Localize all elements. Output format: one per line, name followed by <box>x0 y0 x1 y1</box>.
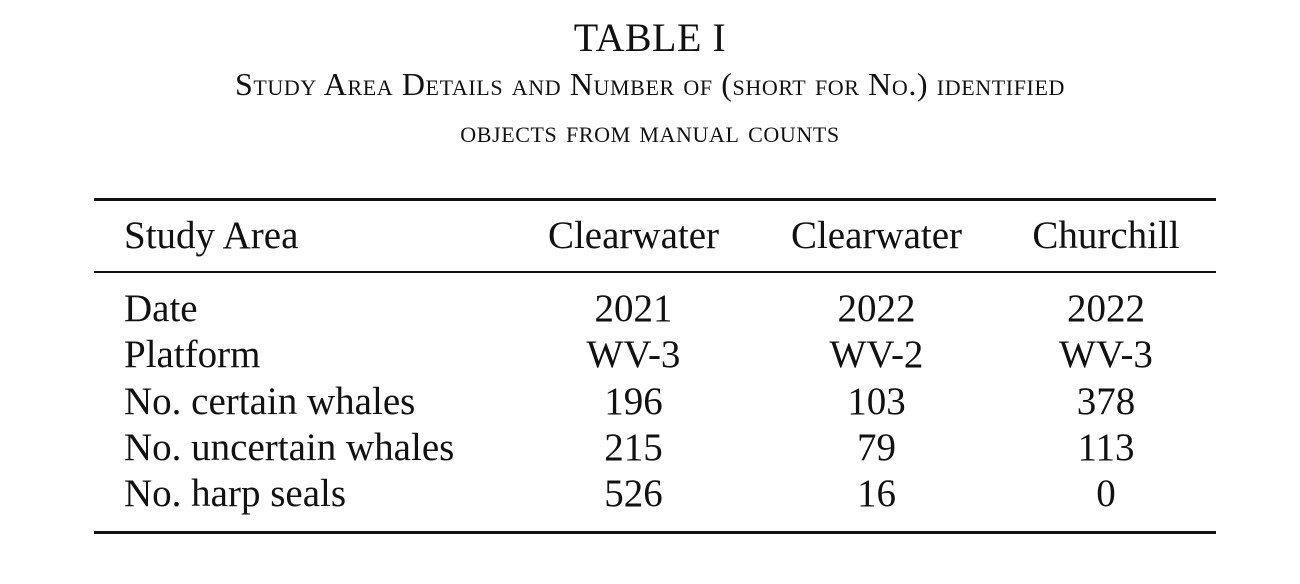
row-label-uncertain-whales: No. uncertain whales <box>124 426 455 469</box>
header-cell-study-area: Study Area <box>124 214 299 257</box>
table-bottom-rule <box>94 531 1216 534</box>
table-cell: 196 <box>604 380 663 423</box>
row-label-date: Date <box>124 287 198 330</box>
table-cell: 113 <box>1077 426 1135 469</box>
table-title-line-2: objects from manual counts <box>460 113 840 149</box>
table-cell: WV-3 <box>1059 333 1153 376</box>
table-title-line-1: Study Area Details and Number of (short … <box>235 66 1065 102</box>
row-label-harp-seals: No. harp seals <box>124 472 347 515</box>
header-cell-clearwater-2021: Clearwater <box>547 214 720 257</box>
table-cell: 103 <box>847 380 906 423</box>
table-number: TABLE I <box>573 15 727 60</box>
header-cell-churchill-2022: Churchill <box>1032 214 1180 257</box>
table-cell: WV-2 <box>829 333 924 376</box>
table-cell: 79 <box>857 426 896 469</box>
table-cell: 2022 <box>1067 287 1145 330</box>
table-cell: 526 <box>604 472 663 515</box>
table-top-rule <box>94 198 1216 201</box>
table-cell: 2022 <box>837 287 916 330</box>
header-cell-clearwater-2022: Clearwater <box>790 214 963 257</box>
table-cell: WV-3 <box>586 333 681 376</box>
row-label-certain-whales: No. certain whales <box>124 380 416 423</box>
table-header-rule <box>94 271 1216 273</box>
table-cell: 2021 <box>594 287 673 330</box>
table-cell: 0 <box>1096 472 1116 515</box>
table-cell: 378 <box>1076 380 1136 423</box>
row-label-platform: Platform <box>124 333 261 376</box>
table-cell: 16 <box>857 472 896 515</box>
table-cell: 215 <box>604 426 663 469</box>
